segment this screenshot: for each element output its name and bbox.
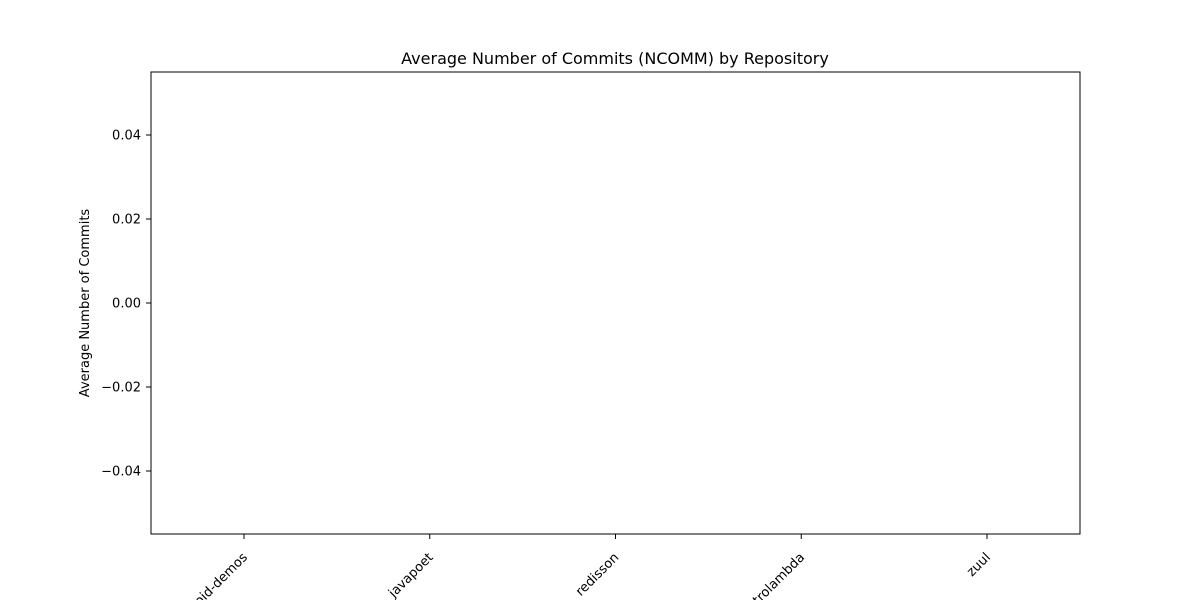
- y-tick-label: 0.00: [112, 297, 141, 312]
- y-tick-label: −0.04: [101, 465, 141, 480]
- y-axis-label: Average Number of Commits: [78, 209, 93, 398]
- y-tick-label: −0.02: [101, 381, 141, 396]
- y-tick-label: 0.04: [112, 129, 141, 144]
- y-axis: −0.04 −0.02 0.00 0.02 0.04: [101, 129, 151, 480]
- chart-title: Average Number of Commits (NCOMM) by Rep…: [401, 49, 829, 68]
- y-tick-label: 0.02: [112, 213, 141, 228]
